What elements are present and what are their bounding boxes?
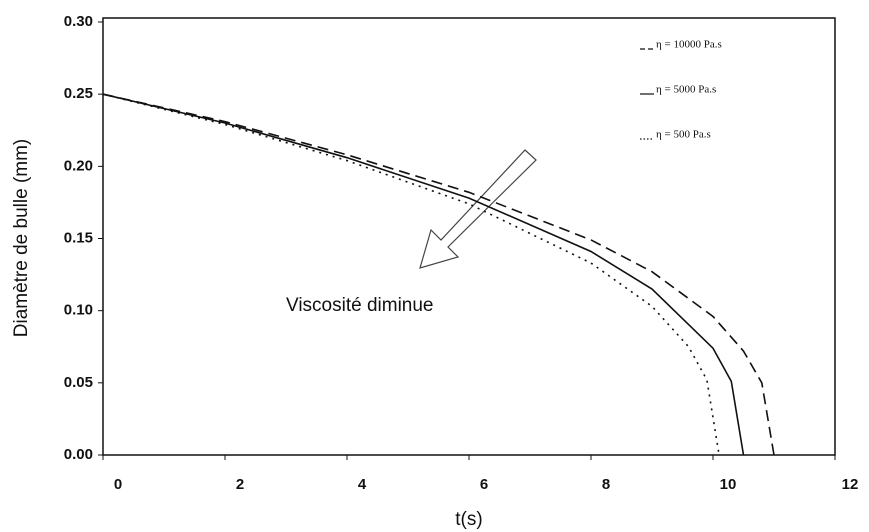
- y-axis-label: Diamètre de bulle (mm): [11, 139, 32, 338]
- y-tick-label: 0.05: [64, 374, 93, 391]
- x-tick-label: 10: [720, 476, 737, 493]
- y-tick-label: 0.10: [64, 302, 93, 319]
- series-line: [102, 93, 745, 456]
- x-tick-label: 2: [236, 476, 244, 493]
- y-tick-label: 0.25: [64, 85, 93, 102]
- legend-label: η = 10000 Pa.s: [656, 39, 722, 51]
- y-tick-label: 0.00: [64, 446, 93, 463]
- x-tick-label: 8: [602, 476, 610, 493]
- y-tick-label: 0.20: [64, 157, 93, 174]
- x-axis-label: t(s): [455, 509, 482, 530]
- annotation: Viscosité diminue: [286, 295, 434, 316]
- series-line: [102, 93, 720, 456]
- legend-label: η = 5000 Pa.s: [656, 84, 716, 96]
- x-tick-label: 0: [114, 476, 122, 493]
- series-line: [102, 93, 775, 456]
- y-tick-label: 0.30: [64, 13, 93, 30]
- x-tick-label: 4: [358, 476, 367, 493]
- x-tick-label: 12: [842, 476, 859, 493]
- plot-frame: [102, 17, 836, 456]
- y-tick-label: 0.15: [64, 229, 93, 246]
- legend-label: η = 500 Pa.s: [656, 129, 711, 141]
- x-tick-label: 6: [480, 476, 488, 493]
